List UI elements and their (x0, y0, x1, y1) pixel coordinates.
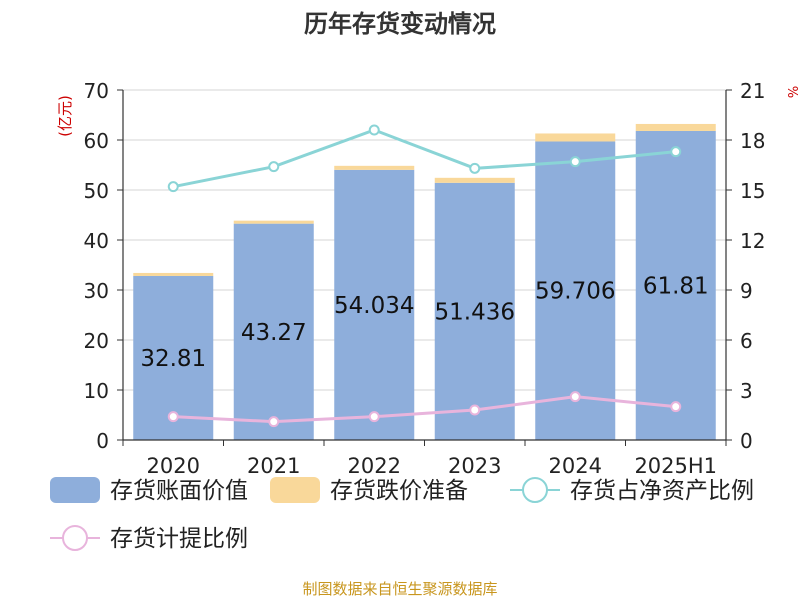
legend-marker (522, 477, 548, 503)
y-tick-label: 50 (84, 179, 109, 203)
y2-tick-label: 15 (740, 179, 765, 203)
line-provision-ratio (173, 395, 676, 424)
grid-lines (123, 89, 726, 391)
line-point (167, 411, 179, 423)
legend-label: 存货账面价值 (110, 478, 248, 504)
y-tick-label: 30 (84, 279, 109, 303)
bar-impairment-reserve (434, 177, 515, 183)
y-tick-label: 70 (84, 79, 109, 103)
y-tick-label: 60 (84, 129, 109, 153)
left-axis: 0 10 20 30 40 50 60 70 (84, 79, 124, 453)
bar-value-label: 43.27 (241, 320, 307, 346)
x-tick-label: 2023 (448, 454, 501, 478)
line-point (167, 181, 179, 193)
line-point (368, 124, 380, 136)
line-point (670, 146, 682, 158)
bar-book-value (334, 169, 415, 440)
right-axis: 0 3 6 9 12 15 18 21 (725, 79, 765, 453)
bar-book-value (233, 223, 314, 440)
bar-value-label: 51.436 (435, 299, 515, 325)
legend-swatch (270, 477, 320, 503)
y2-tick-label: 6 (740, 329, 753, 353)
y2-tick-label: 12 (740, 229, 765, 253)
legend-swatch (50, 477, 100, 503)
y2-axis-label: % (787, 86, 800, 98)
legend-marker (62, 525, 88, 551)
y2-tick-label: 0 (740, 429, 753, 453)
y2-tick-label: 18 (740, 129, 765, 153)
bar-impairment-reserve (133, 272, 214, 276)
x-tick-label: 2021 (247, 454, 300, 478)
y-tick-label: 10 (84, 379, 109, 403)
x-tick-label: 2025H1 (634, 454, 717, 478)
legend-label: 存货跌价准备 (330, 478, 468, 504)
bar-book-value (434, 182, 515, 440)
bar-value-label: 59.706 (535, 279, 615, 305)
bar-impairment-reserve (535, 133, 616, 142)
bars (133, 123, 716, 440)
chart-title: 历年存货变动情况 (304, 10, 496, 38)
line-point (569, 391, 581, 403)
bar-impairment-reserve (233, 220, 314, 224)
line-point (469, 404, 481, 416)
bar-impairment-reserve (334, 165, 415, 170)
line-point (268, 416, 280, 428)
bar-value-label: 32.81 (140, 346, 206, 372)
line-point (569, 156, 581, 168)
y-tick-label: 20 (84, 329, 109, 353)
line-point (670, 401, 682, 413)
data-labels: 32.81 43.27 54.034 51.436 59.706 61.81 (140, 273, 708, 372)
x-tick-label: 2024 (549, 454, 602, 478)
y2-tick-label: 21 (740, 79, 765, 103)
y2-tick-label: 9 (740, 279, 753, 303)
x-tick-label: 2022 (348, 454, 401, 478)
bar-impairment-reserve (635, 123, 716, 131)
x-axis: 2020 2021 2022 2023 2024 2025H1 (122, 439, 727, 478)
line-point (268, 161, 280, 173)
legend-label: 存货计提比例 (110, 526, 248, 552)
bar-value-label: 61.81 (643, 273, 709, 299)
bar-value-label: 54.034 (334, 293, 414, 319)
line-point (368, 411, 380, 423)
y-tick-label: 0 (96, 429, 109, 453)
bar-book-value (635, 130, 716, 440)
legend-label: 存货占净资产比例 (570, 478, 754, 504)
y-axis-label: (亿元) (56, 95, 74, 137)
line-net-asset-ratio (172, 128, 676, 189)
y-tick-label: 40 (84, 229, 109, 253)
y2-tick-label: 3 (740, 379, 753, 403)
line-point (469, 162, 481, 174)
lines (167, 124, 682, 428)
x-tick-label: 2020 (147, 454, 200, 478)
bar-book-value (535, 141, 616, 440)
source-note: 制图数据来自恒生聚源数据库 (302, 580, 497, 598)
